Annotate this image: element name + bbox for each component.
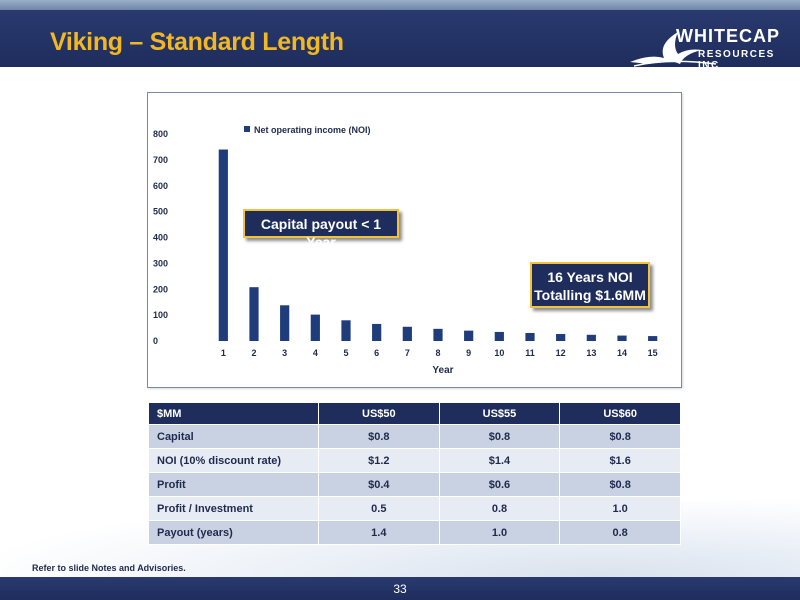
y-tick-label: 200	[153, 284, 168, 294]
table-cell: $0.8	[559, 424, 681, 449]
slide-title: Viking – Standard Length	[50, 28, 344, 56]
x-tick-label: 8	[435, 348, 440, 358]
table-cell: $0.6	[438, 472, 561, 497]
y-tick-label: 600	[153, 181, 168, 191]
x-tick-label: 9	[466, 348, 471, 358]
bar-year-2	[249, 287, 259, 341]
advisory-note: Refer to slide Notes and Advisories.	[32, 563, 186, 573]
logo-wordmark: WHITECAP	[676, 26, 780, 46]
table-cell: $0.4	[318, 472, 440, 497]
x-tick-label: 3	[282, 348, 287, 358]
table-cell: 1.0	[559, 496, 681, 521]
bar-year-14	[617, 335, 627, 341]
noi-chart: 0 100 200 300 400 500 600 700 800 1 2 3 4 5 6 7 8 9 10 11 12…	[147, 92, 682, 388]
x-tick-label: 1	[221, 348, 226, 358]
x-tick-label: 12	[556, 348, 566, 358]
header-cell-us60: US$60	[559, 402, 681, 425]
bar-year-12	[556, 334, 566, 341]
bar-year-3	[280, 305, 290, 341]
bar-year-11	[525, 332, 535, 341]
header-cell-unit: $MM	[148, 402, 319, 425]
bar-year-1	[218, 149, 228, 341]
row-label: Capital	[148, 424, 319, 449]
y-tick-label: 0	[153, 336, 158, 346]
table-cell: 0.5	[318, 496, 440, 521]
whitecap-swoosh-icon	[630, 32, 717, 67]
table-row: Profit $0.4 $0.6 $0.8	[148, 472, 681, 497]
x-tick-label: 11	[525, 348, 535, 358]
y-tick-label: 300	[153, 258, 168, 268]
table-cell: $0.8	[318, 424, 440, 449]
bar-year-7	[402, 326, 412, 341]
y-tick-label: 100	[153, 310, 168, 320]
y-tick-label: 700	[153, 155, 168, 165]
row-label: Profit / Investment	[148, 496, 319, 521]
table-cell: 0.8	[559, 520, 681, 545]
top-accent-strip	[0, 0, 800, 10]
company-logo: WHITECAP RESOURCES INC	[628, 24, 793, 72]
header-cell-us50: US$50	[318, 402, 440, 425]
table-row: Profit / Investment 0.5 0.8 1.0	[148, 496, 681, 521]
table-cell: $1.4	[438, 448, 561, 473]
bar-year-5	[341, 320, 351, 341]
table-cell: $0.8	[559, 472, 681, 497]
table-cell: $1.2	[318, 448, 440, 473]
payout-callout: Capital payout < 1 Year	[243, 209, 399, 250]
bar-year-13	[586, 334, 596, 341]
x-tick-label: 10	[494, 348, 504, 358]
bar-year-6	[372, 323, 382, 341]
x-tick-label: 13	[586, 348, 596, 358]
header-cell-us55: US$55	[438, 402, 561, 425]
x-tick-label: 7	[405, 348, 410, 358]
bar-year-10	[494, 331, 504, 341]
x-tick-label: 4	[313, 348, 318, 358]
table-row: NOI (10% discount rate) $1.2 $1.4 $1.6	[148, 448, 681, 473]
x-tick-label: 2	[251, 348, 256, 358]
page-number: 33	[393, 582, 407, 596]
row-label: Profit	[148, 472, 319, 497]
row-label: NOI (10% discount rate)	[148, 448, 319, 473]
slide-header: Viking – Standard Length WHITECAP RESOUR…	[0, 10, 800, 71]
x-axis-label: Year	[432, 365, 453, 376]
legend-swatch	[244, 126, 250, 132]
table-row: Capital $0.8 $0.8 $0.8	[148, 424, 681, 449]
table-cell: 1.4	[318, 520, 440, 545]
bar-year-4	[310, 314, 320, 341]
economics-table: $MM US$50 US$55 US$60 Capital $0.8 $0.8 …	[148, 402, 681, 545]
x-tick-label: 14	[617, 348, 627, 358]
slide-footer: 33	[0, 577, 800, 600]
row-label: Payout (years)	[148, 520, 319, 545]
y-tick-label: 800	[153, 129, 168, 139]
y-tick-label: 400	[153, 233, 168, 243]
bar-year-9	[464, 330, 474, 341]
table-cell: 0.8	[438, 496, 561, 521]
noi-total-callout: 16 Years NOI Totalling $1.6MM	[530, 262, 650, 308]
y-tick-label: 500	[153, 207, 168, 217]
logo-subtitle: RESOURCES INC	[698, 49, 775, 71]
table-row: Payout (years) 1.4 1.0 0.8	[148, 520, 681, 545]
bar-year-8	[433, 328, 443, 341]
x-tick-label: 15	[648, 348, 658, 358]
x-tick-label: 6	[374, 348, 379, 358]
table-cell: $0.8	[438, 424, 561, 449]
table-header-row: $MM US$50 US$55 US$60	[148, 402, 681, 425]
legend-label: Net operating income (NOI)	[254, 125, 371, 135]
noi-callout-line1: 16 Years NOI	[547, 269, 633, 285]
x-tick-label: 5	[343, 348, 348, 358]
table-cell: $1.6	[559, 448, 681, 473]
bar-year-15	[648, 336, 658, 341]
noi-callout-line2: Totalling $1.6MM	[534, 287, 646, 303]
table-cell: 1.0	[438, 520, 561, 545]
